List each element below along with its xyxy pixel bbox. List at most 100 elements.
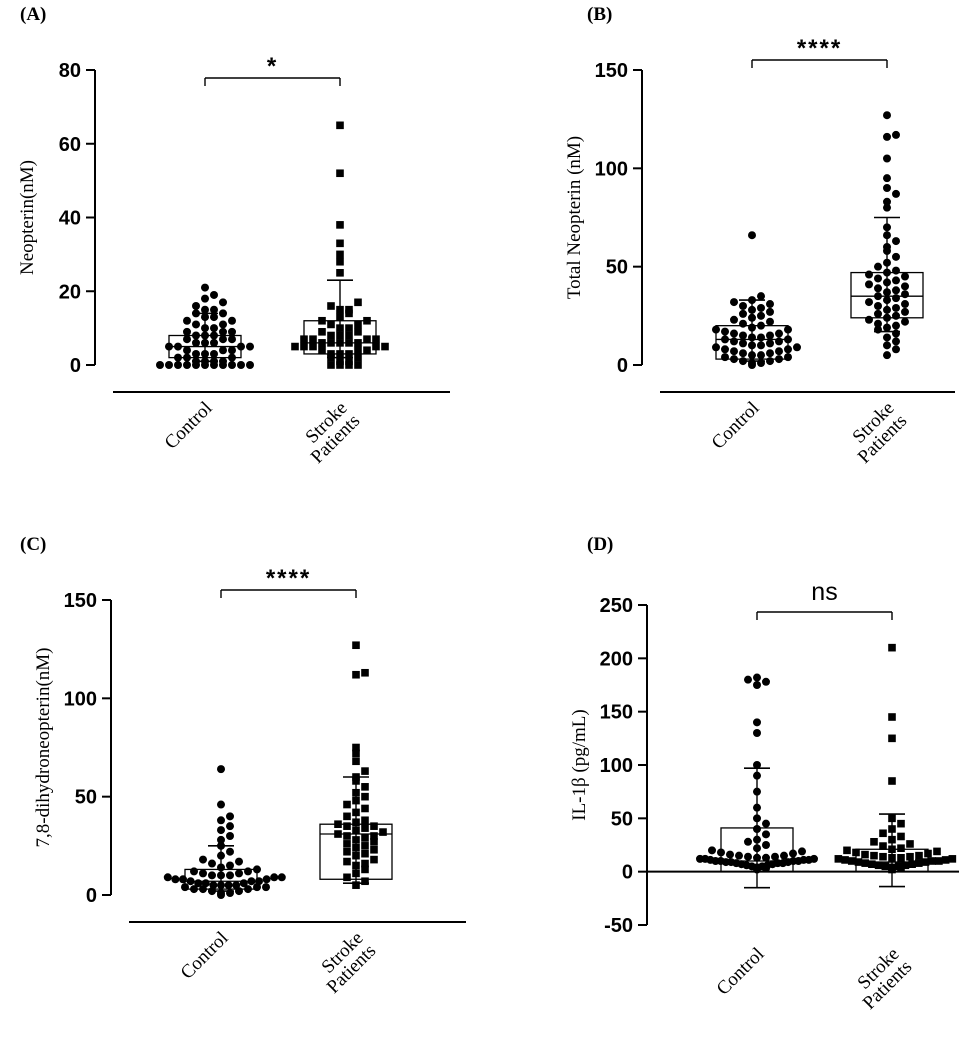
data-point	[888, 854, 896, 862]
data-point	[901, 317, 909, 326]
data-point	[201, 338, 209, 347]
data-point	[933, 847, 941, 856]
data-point	[262, 883, 270, 892]
data-point	[219, 357, 227, 366]
data-point	[318, 328, 326, 336]
data-point	[739, 349, 747, 358]
svg-text:StrokePatients: StrokePatients	[294, 398, 364, 468]
data-point	[744, 852, 752, 861]
data-point	[186, 877, 195, 886]
data-point	[336, 239, 344, 248]
data-point	[892, 329, 900, 338]
data-point	[852, 848, 860, 857]
data-point	[847, 857, 856, 865]
data-point	[253, 865, 261, 874]
series-stroke-patients	[319, 641, 393, 889]
data-point	[343, 857, 351, 866]
data-point	[924, 849, 932, 858]
y-tick-label: -50	[604, 915, 633, 937]
data-point	[210, 313, 218, 322]
data-point	[336, 169, 344, 178]
data-point	[757, 303, 765, 312]
data-point	[948, 855, 957, 863]
data-point	[226, 847, 234, 856]
significance-label: *	[267, 53, 278, 80]
y-tick-label: 0	[70, 355, 81, 377]
data-point	[352, 777, 360, 785]
data-point	[219, 298, 227, 307]
panel-label: (B)	[587, 4, 612, 25]
data-point	[789, 849, 797, 858]
data-point	[345, 331, 353, 340]
data-point	[224, 881, 233, 890]
series-stroke-patients	[850, 111, 924, 360]
data-point	[291, 342, 299, 351]
data-point	[352, 818, 360, 827]
data-point	[352, 844, 360, 852]
data-point	[336, 350, 344, 358]
data-point	[228, 327, 236, 336]
data-point	[194, 879, 203, 888]
data-point	[748, 341, 756, 350]
data-point	[361, 849, 369, 858]
series-control	[163, 765, 286, 899]
data-point	[784, 325, 792, 334]
data-point	[352, 881, 360, 889]
data-point	[345, 350, 353, 358]
data-point	[201, 879, 210, 888]
data-point	[334, 830, 342, 838]
data-point	[892, 311, 900, 320]
data-point	[343, 822, 351, 830]
data-point	[883, 268, 891, 277]
x-category-label: Control	[708, 398, 764, 454]
data-point	[874, 302, 882, 310]
data-point	[883, 305, 891, 314]
data-point	[721, 345, 729, 354]
data-point	[888, 845, 896, 854]
data-point	[352, 757, 360, 766]
data-point	[784, 345, 792, 354]
data-point	[753, 681, 761, 689]
svg-text:StrokePatients: StrokePatients	[310, 928, 380, 998]
data-point	[762, 677, 770, 686]
y-tick-label: 250	[600, 595, 633, 617]
data-point	[883, 184, 891, 192]
data-point	[352, 869, 360, 878]
y-tick-label: 20	[59, 281, 81, 303]
series-control	[712, 231, 801, 369]
data-point	[753, 761, 761, 769]
panel-label: (D)	[587, 534, 613, 555]
y-tick-label: 150	[600, 702, 633, 724]
data-point	[883, 231, 891, 240]
data-point	[370, 855, 378, 864]
data-point	[352, 796, 360, 805]
data-point	[179, 875, 187, 884]
series-control	[696, 673, 818, 889]
data-point	[201, 305, 209, 314]
data-point	[217, 841, 225, 850]
panel-c-dihydroneopterin-chart: (C) 0 50 100 150 7,8-dihydroneopterin(nM) ****…	[0, 530, 487, 1060]
svg-text:StrokePatients: StrokePatients	[841, 398, 911, 468]
data-point	[226, 871, 234, 880]
data-point	[753, 787, 761, 796]
data-point	[210, 324, 218, 333]
svg-text:Control: Control	[177, 928, 233, 984]
data-point	[915, 851, 923, 860]
data-point	[892, 130, 900, 139]
data-point	[352, 749, 360, 758]
data-point	[901, 300, 909, 309]
data-point	[300, 335, 308, 343]
data-point	[352, 808, 360, 817]
data-point	[372, 342, 380, 351]
data-point	[757, 311, 765, 320]
data-point	[730, 298, 738, 307]
data-point	[192, 349, 200, 358]
data-point	[874, 861, 883, 870]
data-point	[892, 337, 900, 346]
data-point	[753, 771, 761, 780]
data-point	[361, 842, 369, 850]
significance-bracket: ns	[756, 578, 893, 620]
data-point	[336, 221, 344, 229]
y-tick-label: 50	[611, 808, 633, 830]
panel-b-total-neopterin-chart: (B) 0 50 100 150 Total Neopterin (nM) **** Cont…	[487, 0, 974, 530]
